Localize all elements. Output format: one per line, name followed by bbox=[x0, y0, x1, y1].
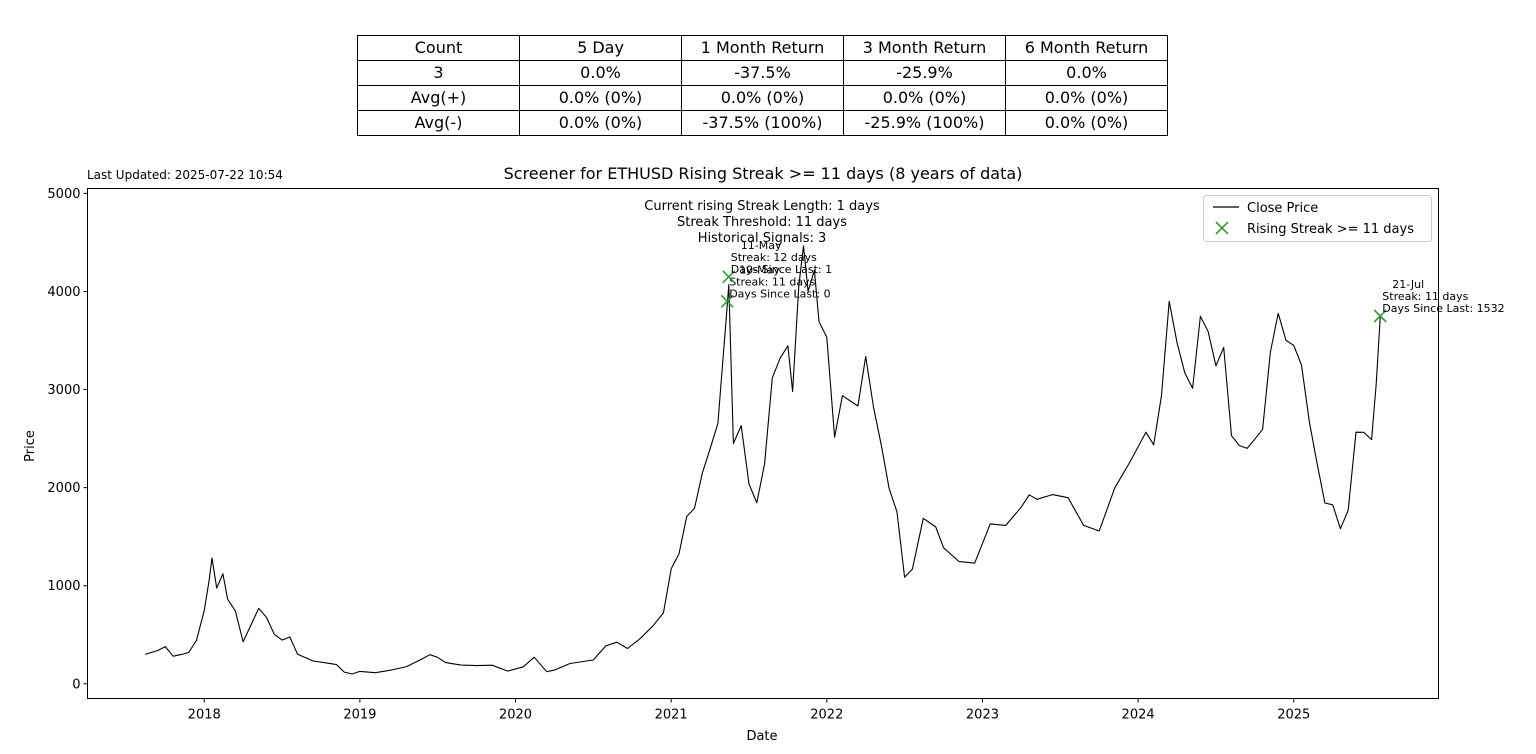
signal-annotation-date: 10-May bbox=[739, 263, 780, 276]
y-tick-label: 3000 bbox=[47, 383, 80, 398]
legend-box bbox=[1203, 195, 1432, 242]
info-box: Current rising Streak Length: 1 days Str… bbox=[644, 199, 880, 246]
stats-header-cell: Count bbox=[357, 35, 520, 61]
y-tick-label: 1000 bbox=[47, 579, 80, 594]
stats-row-count: 3 0.0% -37.5% -25.9% 0.0% bbox=[357, 60, 1168, 86]
y-tick-label: 4000 bbox=[47, 285, 80, 300]
legend-line-label: Close Price bbox=[1247, 201, 1318, 216]
y-axis-label: Price bbox=[23, 430, 38, 462]
signal-annotation-date: 21-Jul bbox=[1392, 278, 1424, 291]
last-updated-label: Last Updated: 2025-07-22 10:54 bbox=[87, 168, 283, 182]
y-tick-label: 0 bbox=[72, 677, 80, 692]
x-tick-label: 2021 bbox=[655, 708, 688, 723]
stats-cell: 0.0% (0%) bbox=[519, 110, 682, 136]
stats-cell: 0.0% bbox=[519, 60, 682, 86]
legend: Close Price Rising Streak >= 11 days bbox=[1203, 195, 1432, 242]
stats-cell: 0.0% (0%) bbox=[681, 85, 844, 111]
stats-cell: Avg(-) bbox=[357, 110, 520, 136]
x-tick-label: 2022 bbox=[810, 708, 843, 723]
stats-header-cell: 3 Month Return bbox=[843, 35, 1006, 61]
info-line: Historical Signals: 3 bbox=[698, 231, 827, 246]
stats-table: Count 5 Day 1 Month Return 3 Month Retur… bbox=[357, 35, 1168, 136]
x-tick-label: 2023 bbox=[966, 708, 999, 723]
x-tick-label: 2018 bbox=[188, 708, 221, 723]
y-axis: 0 1000 2000 3000 4000 5000 bbox=[47, 187, 88, 692]
x-tick-label: 2024 bbox=[1122, 708, 1155, 723]
x-tick-label: 2020 bbox=[499, 708, 532, 723]
stats-cell: 0.0% (0%) bbox=[1005, 110, 1168, 136]
close-price-line bbox=[144, 245, 1381, 675]
stats-row-avg-negative: Avg(-) 0.0% (0%) -37.5% (100%) -25.9% (1… bbox=[357, 110, 1168, 136]
signal-annotation-streak: Streak: 11 days bbox=[1382, 290, 1468, 303]
signal-annotation-date: 11-May bbox=[741, 239, 782, 252]
legend-marker-swatch bbox=[1215, 221, 1229, 235]
plot-frame bbox=[87, 188, 1439, 699]
stats-cell: 0.0% (0%) bbox=[519, 85, 682, 111]
stats-cell: 0.0% (0%) bbox=[843, 85, 1006, 111]
stats-cell: -37.5% bbox=[681, 60, 844, 86]
y-tick-label: 2000 bbox=[47, 481, 80, 496]
x-tick-label: 2025 bbox=[1277, 708, 1310, 723]
x-tick-label: 2019 bbox=[343, 708, 376, 723]
signal-marker bbox=[1373, 309, 1387, 323]
stats-header-cell: 6 Month Return bbox=[1005, 35, 1168, 61]
stats-cell: -25.9% (100%) bbox=[843, 110, 1006, 136]
stats-cell: -37.5% (100%) bbox=[681, 110, 844, 136]
signal-annotation-days: Days Since Last: 1 bbox=[731, 263, 832, 276]
x-axis-label: Date bbox=[746, 729, 777, 744]
signal-annotation-days: Days Since Last: 0 bbox=[729, 287, 830, 300]
y-tick-label: 5000 bbox=[47, 187, 80, 202]
info-line: Current rising Streak Length: 1 days bbox=[644, 199, 880, 214]
signal-marker bbox=[720, 294, 734, 308]
signal-annotation-streak: Streak: 11 days bbox=[729, 275, 815, 288]
chart-title: Screener for ETHUSD Rising Streak >= 11 … bbox=[503, 164, 1023, 183]
legend-marker-label: Rising Streak >= 11 days bbox=[1247, 222, 1414, 237]
stats-header-cell: 5 Day bbox=[519, 35, 682, 61]
signal-annotation-days: Days Since Last: 1532 bbox=[1382, 302, 1504, 315]
signal-annotation-streak: Streak: 12 days bbox=[731, 251, 817, 264]
signal-marker bbox=[722, 270, 736, 284]
stats-header-row: Count 5 Day 1 Month Return 3 Month Retur… bbox=[357, 35, 1168, 61]
x-axis: 2018 2019 2020 2021 2022 2023 2024 2025 bbox=[188, 698, 1310, 723]
info-line: Streak Threshold: 11 days bbox=[677, 215, 847, 230]
